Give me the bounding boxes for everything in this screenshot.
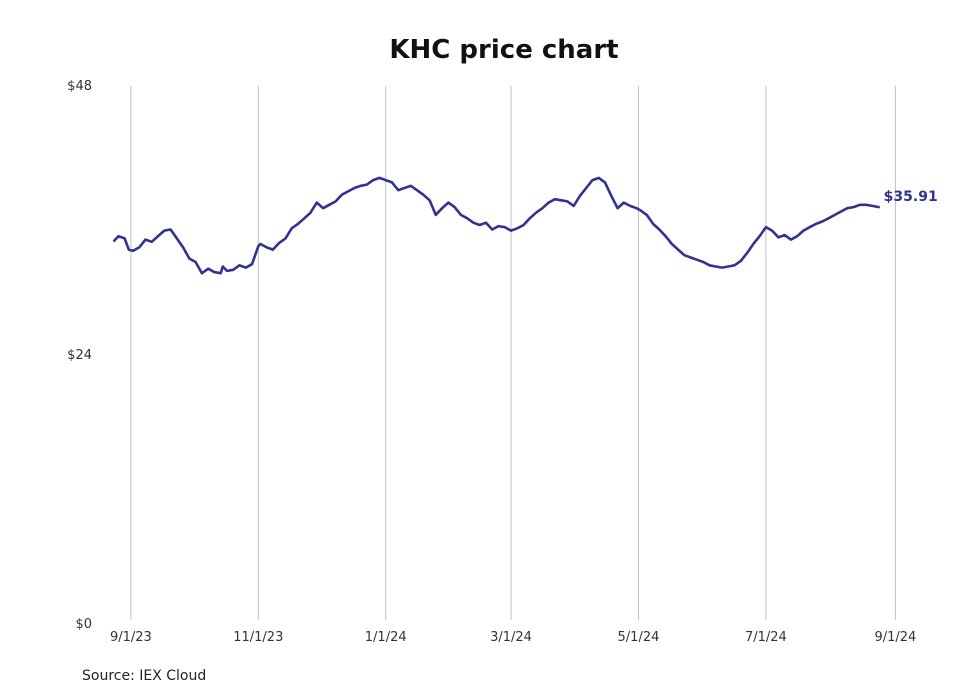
- x-tick-label: 3/1/24: [490, 630, 532, 645]
- x-tick-label: 7/1/24: [745, 630, 787, 645]
- x-tick-label: 9/1/24: [874, 630, 916, 645]
- x-tick-label: 11/1/23: [233, 630, 283, 645]
- y-axis-ticks: $0 $24 $48: [67, 79, 92, 632]
- y-tick-label: $0: [75, 617, 92, 632]
- last-price-label: $35.91: [884, 189, 938, 205]
- price-series-line: [112, 176, 880, 275]
- chart-title: KHC price chart: [389, 35, 618, 65]
- vertical-gridlines: [130, 86, 896, 620]
- x-tick-label: 1/1/24: [365, 630, 407, 645]
- x-tick-label: 9/1/23: [110, 630, 152, 645]
- source-note: Source: IEX Cloud: [82, 668, 207, 684]
- x-axis-ticks: 9/1/23 11/1/23 1/1/24 3/1/24 5/1/24 7/1/24 9/1…: [110, 630, 916, 645]
- y-tick-label: $24: [67, 348, 92, 363]
- x-tick-label: 5/1/24: [618, 630, 660, 645]
- y-tick-label: $48: [67, 79, 92, 94]
